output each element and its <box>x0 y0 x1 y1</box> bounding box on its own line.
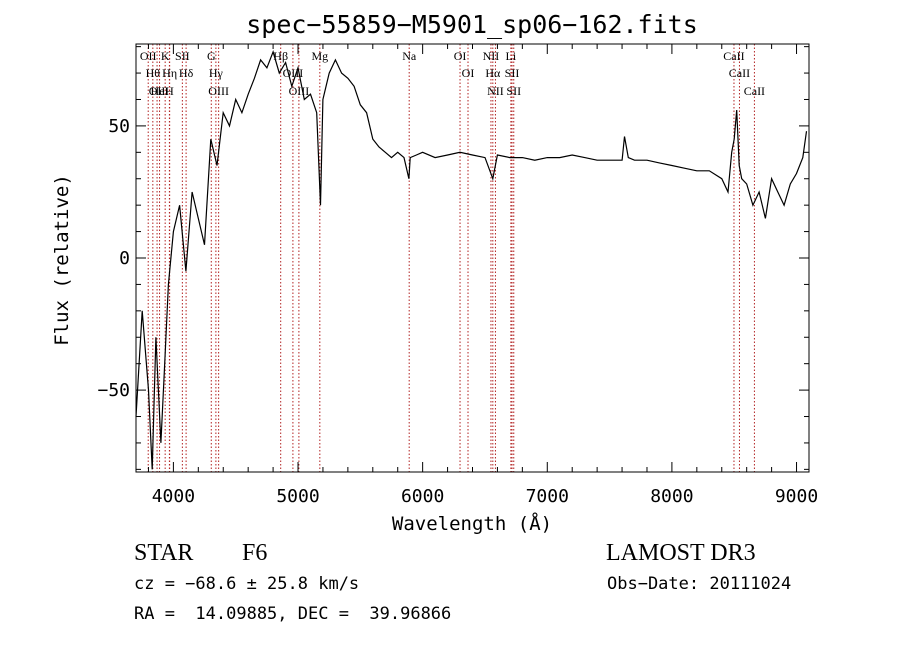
line-label-25: CaII <box>723 49 744 63</box>
line-label-5: Hη <box>162 66 177 80</box>
x-tick-label-4: 8000 <box>650 486 693 507</box>
x-axis-label: Wavelength (Å) <box>392 512 552 535</box>
line-label-7: SII <box>175 49 190 63</box>
line-label-4: K <box>161 49 170 63</box>
chart-title: spec−55859−M5901_sp06−162.fits <box>246 10 698 39</box>
y-tick-label-2: 50 <box>108 116 130 137</box>
ra-dec-coordinates: RA = 14.09885, DEC = 39.96866 <box>134 604 452 624</box>
object-class: STAR <box>134 540 194 566</box>
line-label-21: NII <box>487 84 504 98</box>
line-label-6: H <box>165 84 174 98</box>
x-axis-ticks: 4000 5000 6000 7000 8000 9000 <box>147 44 818 507</box>
x-tick-label-1: 5000 <box>276 486 319 507</box>
survey-name: LAMOST DR3 <box>606 540 756 566</box>
y-tick-label-1: 0 <box>119 248 130 269</box>
line-label-26: CaII <box>729 66 750 80</box>
line-label-24: SII <box>506 84 521 98</box>
x-tick-label-0: 4000 <box>152 486 195 507</box>
line-label-23: SII <box>505 66 520 80</box>
y-tick-label-0: −50 <box>97 380 130 401</box>
object-subclass: F6 <box>242 540 268 566</box>
x-tick-label-2: 6000 <box>401 486 444 507</box>
line-label-2: OII <box>149 84 166 98</box>
line-label-22: Li <box>506 49 517 63</box>
redshift-velocity: cz = −68.6 ± 25.8 km/s <box>134 574 360 594</box>
line-label-12: Hβ <box>273 49 288 63</box>
line-label-10: Hγ <box>209 66 224 80</box>
line-label-19: NII <box>483 49 500 63</box>
x-tick-label-5: 9000 <box>775 486 818 507</box>
line-label-15: Mg <box>311 49 328 63</box>
x-tick-label-3: 7000 <box>526 486 569 507</box>
observation-date: Obs−Date: 20111024 <box>607 574 792 594</box>
line-label-8: Hδ <box>179 66 194 80</box>
plot-frame <box>135 43 810 473</box>
line-label-14: OIII <box>289 84 310 98</box>
line-label-11: OIII <box>208 84 229 98</box>
line-label-18: OI <box>462 66 475 80</box>
line-label-20: Hα <box>485 66 501 80</box>
line-label-9: G <box>207 49 216 63</box>
y-axis-label: Flux (relative) <box>51 174 73 346</box>
line-label-27: CaII <box>744 84 765 98</box>
line-label-17: OI <box>454 49 467 63</box>
line-label-0: OII <box>140 49 157 63</box>
line-label-3: HeI <box>151 84 169 98</box>
spectral-line-markers <box>147 44 755 472</box>
spectrum-series-line <box>135 50 808 470</box>
line-label-1: Hθ <box>146 66 161 80</box>
y-axis-ticks: −50 0 50 <box>97 46 809 470</box>
line-label-16: Na <box>402 49 417 63</box>
